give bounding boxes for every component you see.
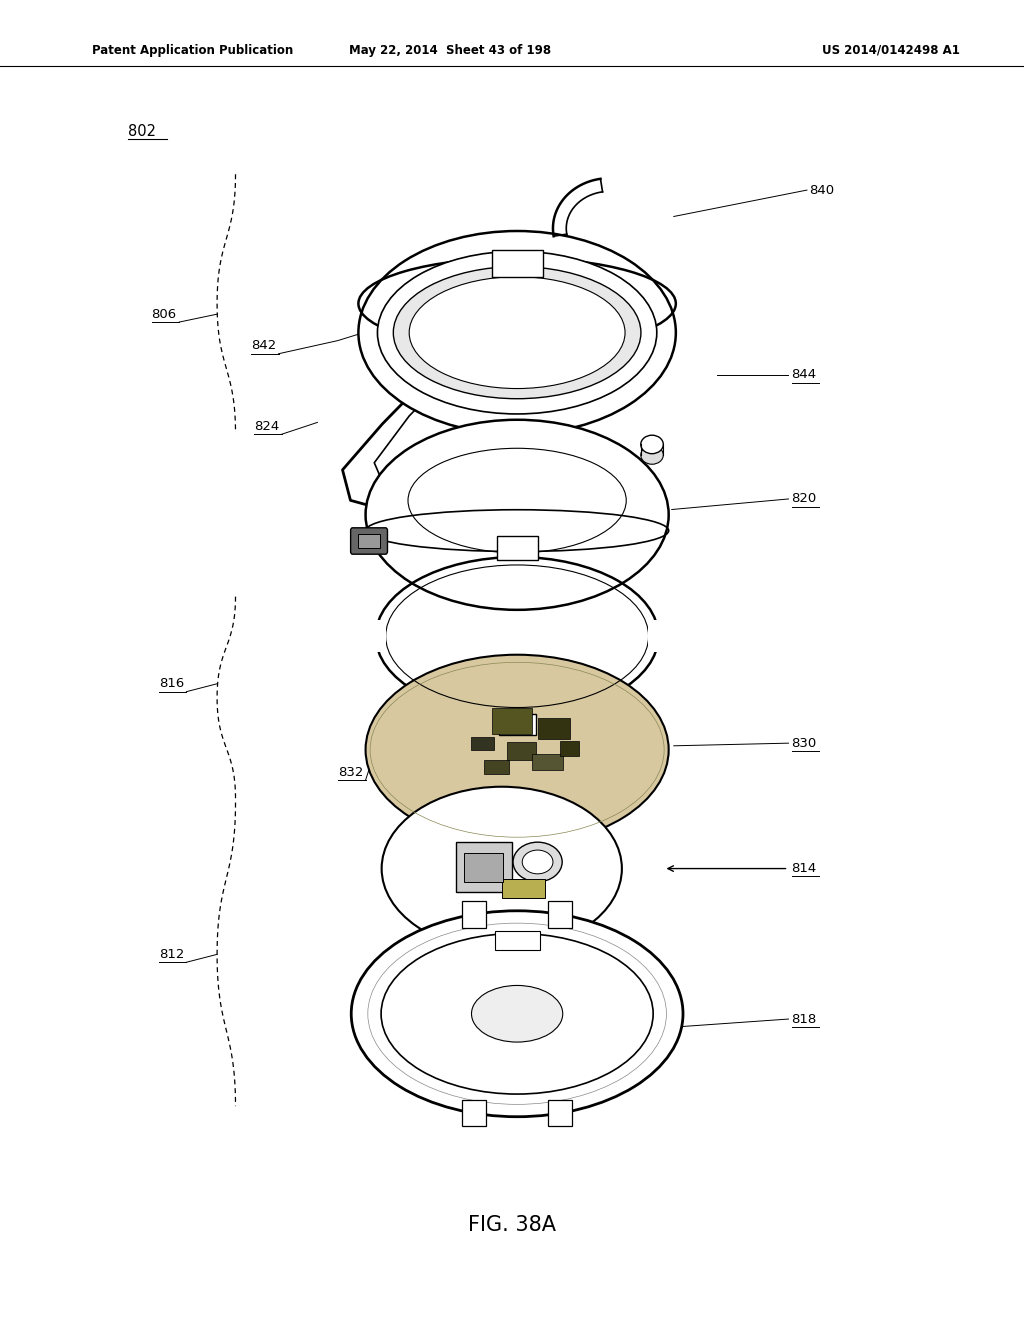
FancyBboxPatch shape <box>350 528 387 554</box>
Ellipse shape <box>358 231 676 434</box>
FancyBboxPatch shape <box>492 251 543 277</box>
Text: 842: 842 <box>251 339 276 352</box>
FancyBboxPatch shape <box>648 620 671 652</box>
Text: 818: 818 <box>792 1012 817 1026</box>
FancyBboxPatch shape <box>497 536 538 560</box>
FancyBboxPatch shape <box>471 737 494 750</box>
FancyBboxPatch shape <box>492 708 532 734</box>
Text: 840: 840 <box>809 183 835 197</box>
FancyBboxPatch shape <box>364 620 386 652</box>
FancyBboxPatch shape <box>462 1100 486 1126</box>
Text: 824: 824 <box>254 420 280 433</box>
Text: 844: 844 <box>792 368 817 381</box>
Text: 816: 816 <box>159 677 184 690</box>
Ellipse shape <box>522 850 553 874</box>
Ellipse shape <box>641 446 664 465</box>
FancyBboxPatch shape <box>532 754 563 770</box>
Ellipse shape <box>410 277 625 388</box>
FancyBboxPatch shape <box>464 853 503 882</box>
Ellipse shape <box>393 267 641 399</box>
Text: 832: 832 <box>338 766 364 779</box>
FancyBboxPatch shape <box>538 718 570 739</box>
Text: 820: 820 <box>792 492 817 506</box>
FancyBboxPatch shape <box>357 535 380 548</box>
Ellipse shape <box>366 655 669 845</box>
Text: 830: 830 <box>792 737 817 750</box>
Text: US 2014/0142498 A1: US 2014/0142498 A1 <box>822 44 959 57</box>
Ellipse shape <box>366 420 669 610</box>
Text: 802: 802 <box>128 124 156 140</box>
FancyBboxPatch shape <box>499 714 536 735</box>
FancyBboxPatch shape <box>560 741 579 756</box>
Text: FIG. 38A: FIG. 38A <box>468 1214 556 1236</box>
Ellipse shape <box>382 787 622 950</box>
FancyBboxPatch shape <box>484 760 509 774</box>
Ellipse shape <box>641 436 664 454</box>
FancyBboxPatch shape <box>502 879 545 898</box>
FancyBboxPatch shape <box>462 902 486 928</box>
Text: May 22, 2014  Sheet 43 of 198: May 22, 2014 Sheet 43 of 198 <box>349 44 552 57</box>
Ellipse shape <box>381 933 653 1094</box>
Ellipse shape <box>513 842 562 882</box>
Ellipse shape <box>471 986 563 1041</box>
Ellipse shape <box>378 251 656 414</box>
Text: 806: 806 <box>152 308 177 321</box>
Ellipse shape <box>408 449 627 553</box>
FancyBboxPatch shape <box>548 1100 572 1126</box>
FancyBboxPatch shape <box>495 932 540 950</box>
Text: 812: 812 <box>159 948 184 961</box>
Ellipse shape <box>351 911 683 1117</box>
Text: Patent Application Publication: Patent Application Publication <box>92 44 294 57</box>
FancyBboxPatch shape <box>548 902 572 928</box>
FancyBboxPatch shape <box>456 842 512 892</box>
FancyBboxPatch shape <box>507 742 536 760</box>
Text: 814: 814 <box>792 862 817 875</box>
